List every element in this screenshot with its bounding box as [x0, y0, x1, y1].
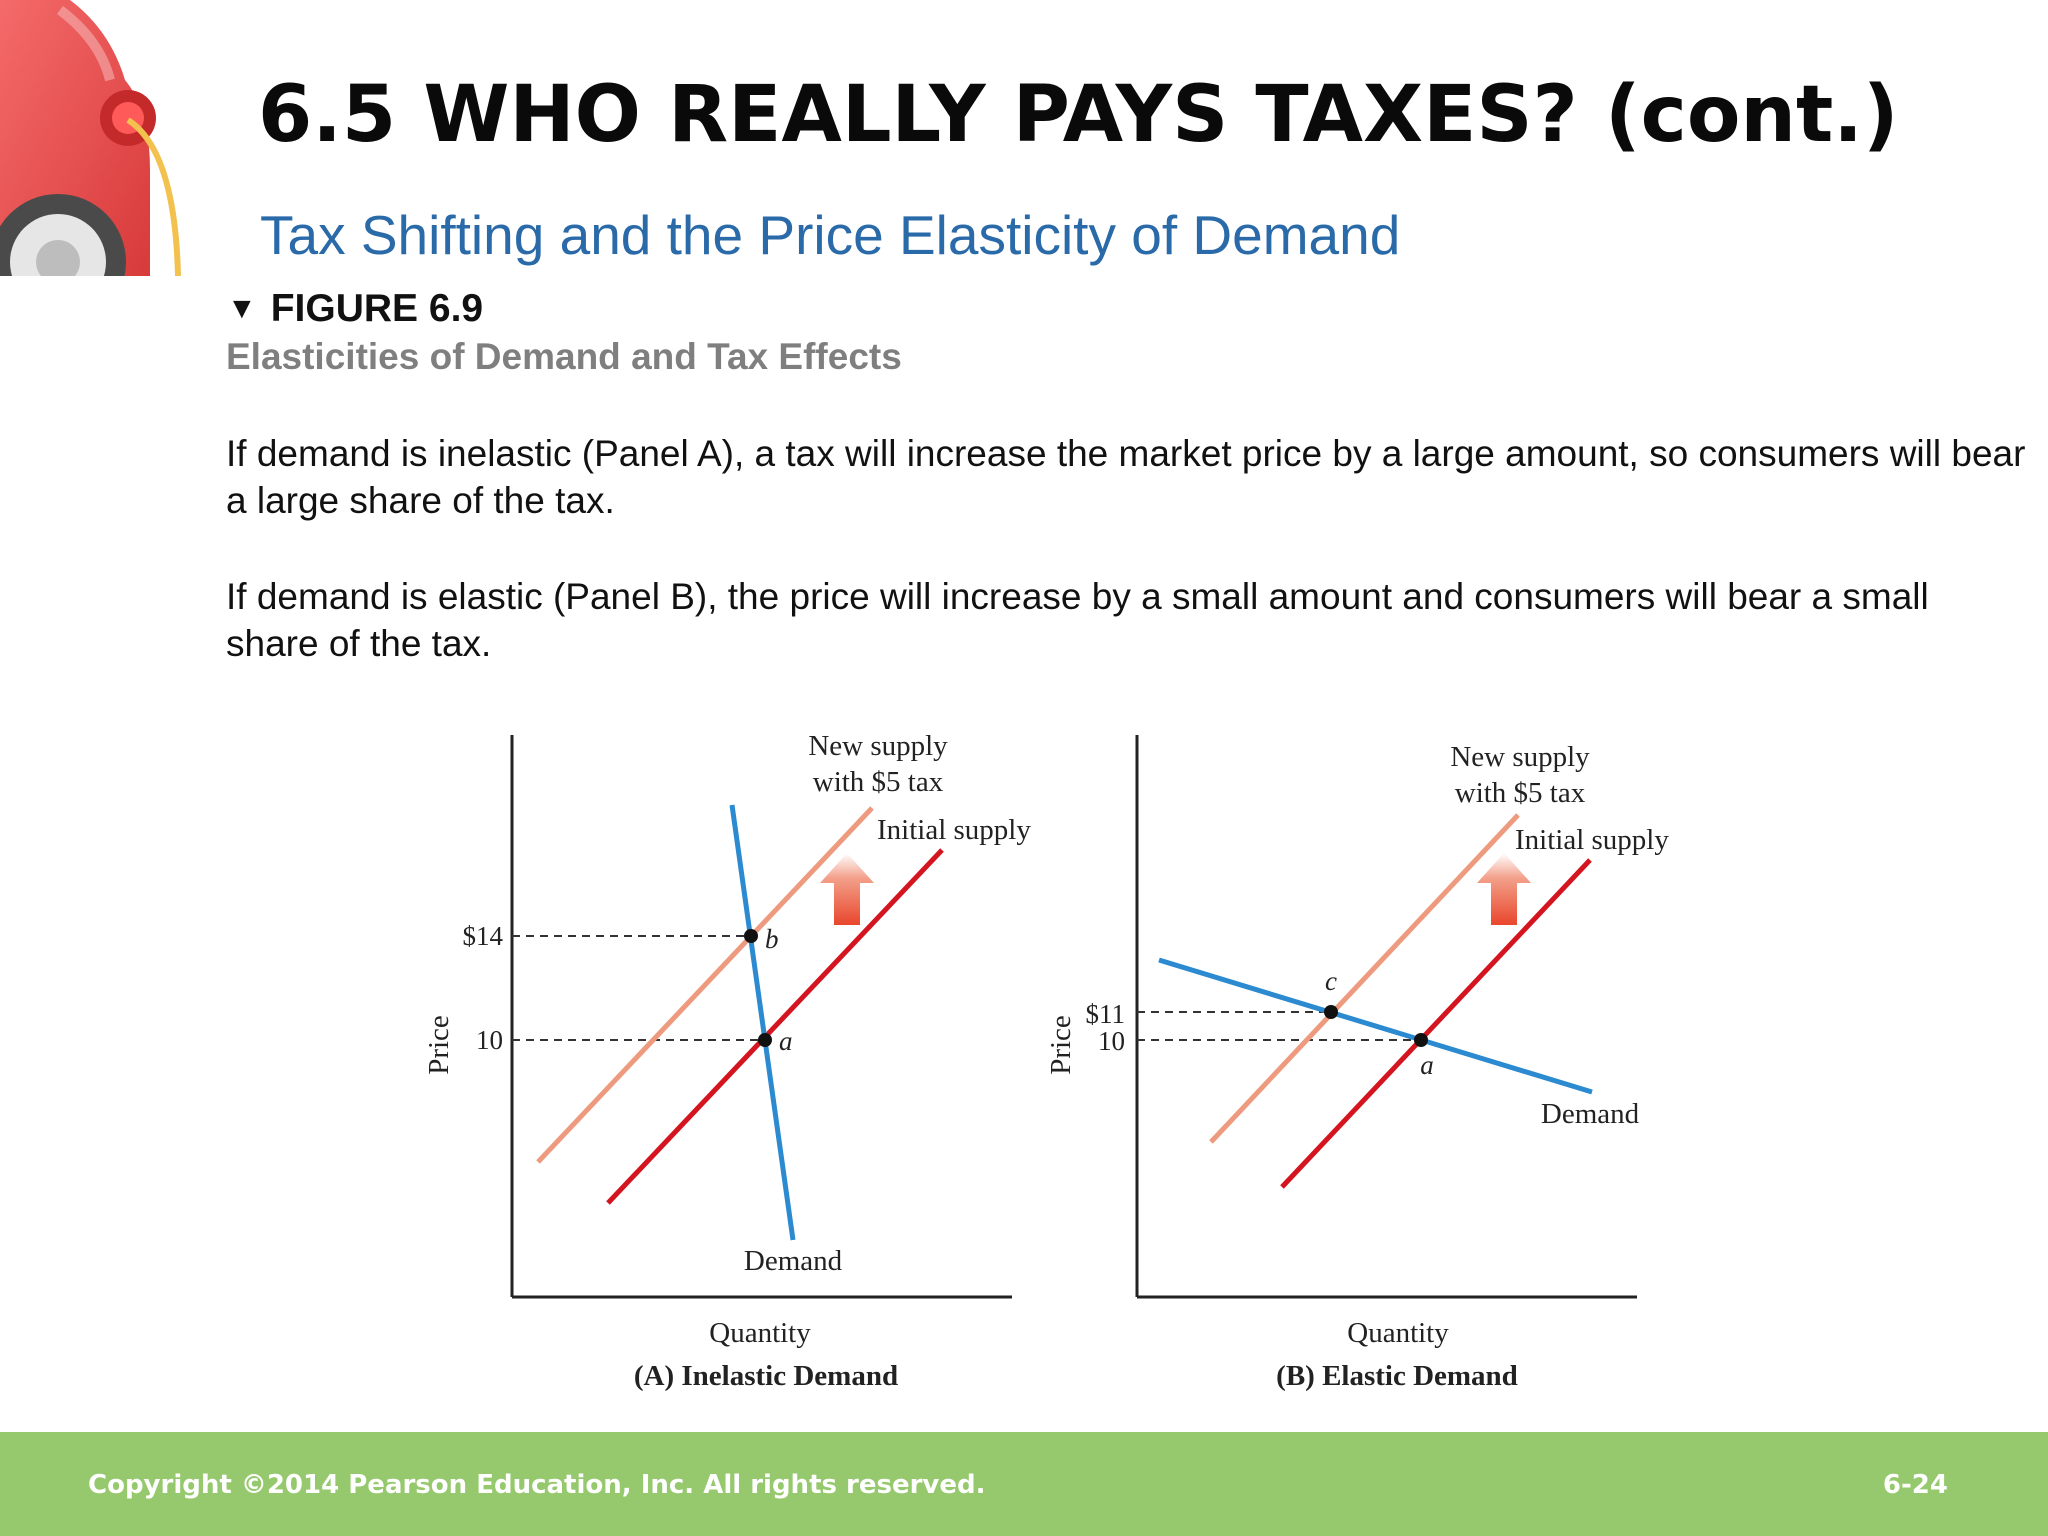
panel-a-initial-supply-label: Initial supply — [877, 814, 1031, 846]
panel-a-chart: b a $14 10 Price New supply with $5 tax … — [423, 730, 1031, 1392]
panel-a-new-supply-label-line1: New supply — [808, 730, 948, 762]
panel-b-point-c-label: c — [1325, 966, 1337, 996]
panel-a-new-supply-label-line2: with $5 tax — [813, 766, 944, 798]
figure-title: Elasticities of Demand and Tax Effects — [226, 336, 902, 377]
slide-subtitle: Tax Shifting and the Price Elasticity of… — [260, 204, 1401, 266]
panel-b-point-c — [1324, 1005, 1338, 1019]
panel-a-initial-supply-line — [606, 848, 944, 1205]
figure-number: ▼ FIGURE 6.9 — [227, 287, 483, 331]
panel-b-new-supply-label-line2: with $5 tax — [1455, 777, 1586, 809]
panel-b-initial-supply-label: Initial supply — [1515, 824, 1669, 856]
panel-b-point-a-label: a — [1420, 1050, 1434, 1080]
figure-number-text: FIGURE 6.9 — [270, 287, 484, 330]
panel-b-title: (B) Elastic Demand — [1276, 1360, 1518, 1392]
panel-b-tick-10: 10 — [1098, 1026, 1125, 1056]
panel-a-tick-10: 10 — [476, 1025, 503, 1055]
panel-a-title: (A) Inelastic Demand — [634, 1360, 898, 1392]
panel-a-new-supply-line — [536, 806, 874, 1164]
panel-a-point-a — [758, 1033, 772, 1047]
figure-charts: b a $14 10 Price New supply with $5 tax … — [423, 730, 1669, 1392]
panel-a-point-a-label: a — [779, 1026, 793, 1056]
panel-b-tax-arrow-icon — [1477, 853, 1531, 925]
slide-number: 6-24 — [1882, 1470, 1948, 1500]
panel-b-demand-line — [1158, 957, 1593, 1095]
panel-b-demand-label: Demand — [1541, 1098, 1640, 1130]
panel-a-tax-arrow-icon — [820, 853, 874, 925]
panel-b-point-a — [1414, 1033, 1428, 1047]
slide-title: 6.5 WHO REALLY PAYS TAXES? (cont.) — [258, 70, 1899, 160]
panel-a-y-label: Price — [423, 1015, 455, 1075]
panel-a-x-label: Quantity — [709, 1317, 811, 1349]
panel-b-initial-supply-line — [1280, 858, 1592, 1189]
paragraph-inelastic: If demand is inelastic (Panel A), a tax … — [226, 433, 2026, 521]
triangle-down-icon: ▼ — [227, 292, 257, 325]
panel-b-tick-11: $11 — [1086, 999, 1126, 1029]
panel-b-chart: c a $11 10 Price New supply with $5 tax … — [1045, 735, 1669, 1392]
panel-a-point-b — [744, 929, 758, 943]
copyright-text: Copyright ©2014 Pearson Education, Inc. … — [88, 1470, 986, 1500]
paragraph-elastic: If demand is elastic (Panel B), the pric… — [226, 576, 1929, 664]
panel-b-x-label: Quantity — [1347, 1317, 1449, 1349]
panel-b-y-label: Price — [1045, 1015, 1077, 1075]
panel-a-demand-label: Demand — [744, 1245, 843, 1277]
panel-b-new-supply-line — [1209, 813, 1520, 1144]
panel-a-point-b-label: b — [765, 924, 779, 954]
footer-bar: Copyright ©2014 Pearson Education, Inc. … — [0, 1432, 2048, 1536]
panel-a-tick-14: $14 — [463, 921, 504, 951]
panel-b-new-supply-label-line1: New supply — [1450, 741, 1590, 773]
panel-a-demand-line — [729, 804, 796, 1241]
car-charging-image — [0, 0, 190, 276]
